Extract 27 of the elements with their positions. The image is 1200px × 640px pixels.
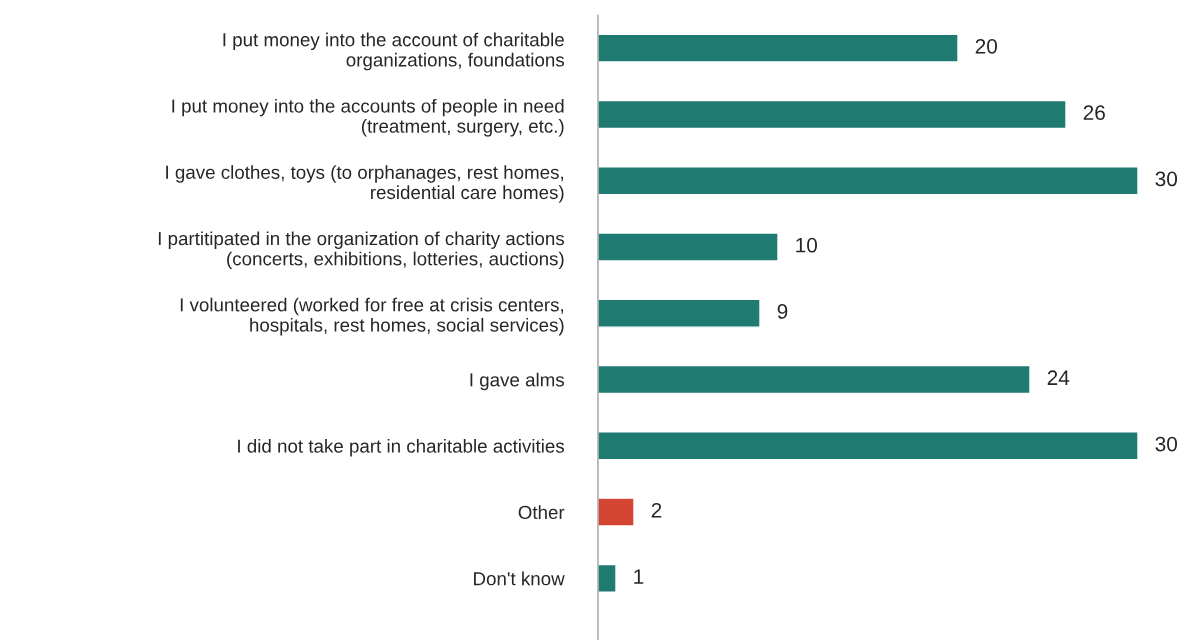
data-label: 9	[777, 304, 788, 319]
y-tick-label: Other	[518, 505, 565, 520]
bar	[598, 298, 761, 328]
data-label: 2	[651, 502, 662, 518]
y-tick-label: I gave alms	[470, 372, 564, 391]
bar	[598, 166, 1138, 196]
data-label: 30	[1155, 171, 1178, 187]
data-label: 26	[1083, 105, 1105, 121]
y-tick-label: I put money into the account of charitable organizations, foundations	[223, 32, 565, 71]
bar	[598, 99, 1067, 130]
data-label: 20	[975, 38, 998, 54]
y-tick-label: I volunteered (worked for free at crisis centers, hospitals, rest homes, social services)	[180, 297, 564, 336]
data-label: 10	[796, 237, 818, 253]
data-label: 1	[634, 569, 644, 584]
y-tick-label: I gave clothes, toys (to orphanages, rest homes, residential care homes)	[166, 165, 564, 203]
bar	[598, 364, 1031, 395]
data-label: 24	[1047, 370, 1070, 385]
y-tick-label: I did not take part in charitable activities	[238, 439, 565, 457]
bar	[598, 563, 617, 593]
y-tick-label: I partitipated in the organization of charity actions (concerts, exhibitions, lotteries, auctions)	[158, 231, 565, 270]
data-label: 30	[1155, 436, 1178, 452]
y-tick-label: I put money into the accounts of people in need (treatment, surgery, etc.)	[172, 98, 564, 137]
bar	[598, 33, 959, 63]
bar	[598, 431, 1138, 461]
bar	[598, 232, 779, 262]
y-tick-label: Don't know	[474, 571, 565, 586]
bar	[598, 497, 635, 527]
